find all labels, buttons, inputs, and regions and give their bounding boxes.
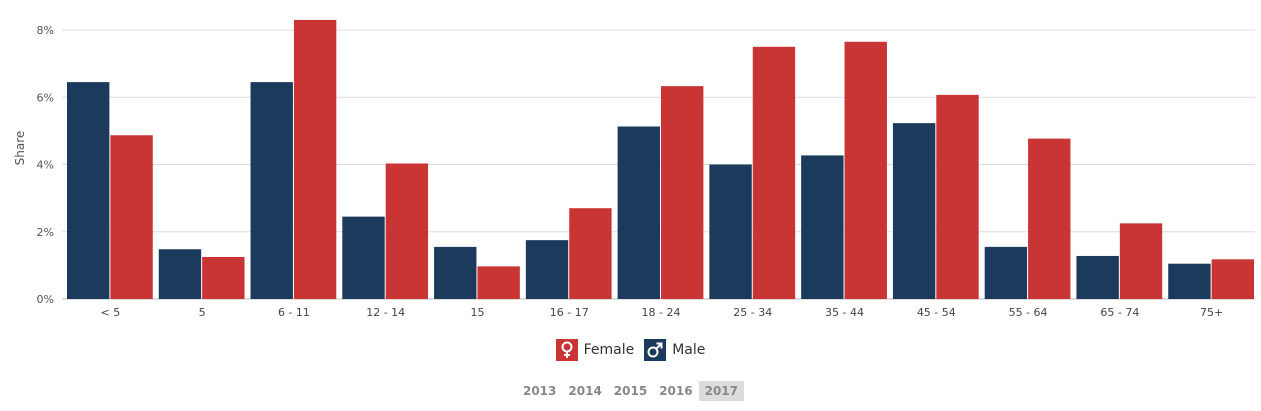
bar-female[interactable] (385, 163, 429, 299)
bar-male[interactable] (617, 126, 660, 299)
bar-male[interactable] (67, 82, 110, 300)
year-button-2013[interactable]: 2013 (522, 384, 557, 398)
bar-female[interactable] (752, 46, 796, 299)
bar-male[interactable] (1076, 255, 1119, 299)
legend-label-male: Male (672, 342, 706, 358)
bar-female[interactable] (202, 256, 245, 299)
bar-female[interactable] (110, 135, 153, 299)
x-tick-label: 65 - 74 (1100, 306, 1139, 319)
x-tick-label: 55 - 64 (1009, 306, 1048, 319)
bar-male[interactable] (158, 249, 202, 299)
legend: Female Male (0, 336, 1261, 364)
legend-item-female[interactable]: Female (555, 339, 635, 361)
bar-male[interactable] (250, 82, 293, 300)
bar-female[interactable] (1028, 138, 1071, 299)
bar-female[interactable] (477, 266, 520, 299)
y-tick-label: 8% (37, 24, 54, 37)
x-tick-label: 16 - 17 (550, 306, 589, 319)
bar-female[interactable] (1119, 223, 1163, 299)
bar-female[interactable] (844, 41, 887, 300)
bar-male[interactable] (709, 164, 752, 300)
y-tick-label: 0% (37, 293, 54, 306)
x-tick-label: 75+ (1200, 306, 1223, 319)
x-tick-label: 45 - 54 (917, 306, 956, 319)
bar-female[interactable] (293, 19, 337, 299)
x-tick-label: 6 - 11 (278, 306, 310, 319)
x-tick-label: 18 - 24 (642, 306, 681, 319)
x-tick-label: 5 (199, 306, 206, 319)
bar-male[interactable] (1168, 263, 1211, 299)
legend-label-female: Female (583, 342, 635, 358)
bar-female[interactable] (569, 208, 612, 299)
y-tick-label: 4% (37, 159, 54, 172)
bar-female[interactable] (1211, 259, 1254, 299)
bar-male[interactable] (342, 216, 385, 299)
bar-male[interactable] (984, 246, 1028, 299)
year-button-2014[interactable]: 2014 (568, 384, 602, 398)
bar-male[interactable] (525, 240, 569, 299)
y-tick-label: 6% (37, 91, 54, 104)
male-symbol-icon (644, 339, 667, 361)
x-tick-label: 12 - 14 (366, 306, 405, 319)
x-tick-label: < 5 (101, 306, 121, 319)
year-button-2016[interactable]: 2016 (659, 384, 693, 398)
year-selector: 2013 2014 2015 2016 2017 (0, 380, 1261, 402)
x-tick-label: 15 (470, 306, 484, 319)
year-button-2015[interactable]: 2015 (613, 384, 648, 398)
bar-male[interactable] (892, 123, 936, 299)
legend-item-male[interactable]: Male (644, 339, 705, 361)
bar-female[interactable] (936, 94, 979, 300)
x-axis-ticks: < 5 5 6 - 11 12 - 14 15 16 - 17 18 - 24 25 - 34… (101, 306, 1224, 319)
y-axis-label: Share (13, 131, 27, 166)
bar-female[interactable] (661, 86, 704, 299)
female-symbol-icon (555, 339, 578, 361)
bars (67, 19, 1254, 300)
bar-male[interactable] (434, 246, 477, 299)
bar-male[interactable] (801, 155, 844, 299)
y-tick-label: 2% (37, 226, 54, 239)
x-tick-label: 25 - 34 (733, 306, 772, 319)
y-axis-ticks: 0% 2% 4% 6% 8% (37, 24, 54, 306)
x-tick-label: 35 - 44 (825, 306, 864, 319)
year-button-2017[interactable]: 2017 (698, 381, 745, 401)
bar-chart: 0% 2% 4% 6% 8% Share < 5 5 6 - 11 12 - 14 15 16 -… (13, 19, 1255, 319)
